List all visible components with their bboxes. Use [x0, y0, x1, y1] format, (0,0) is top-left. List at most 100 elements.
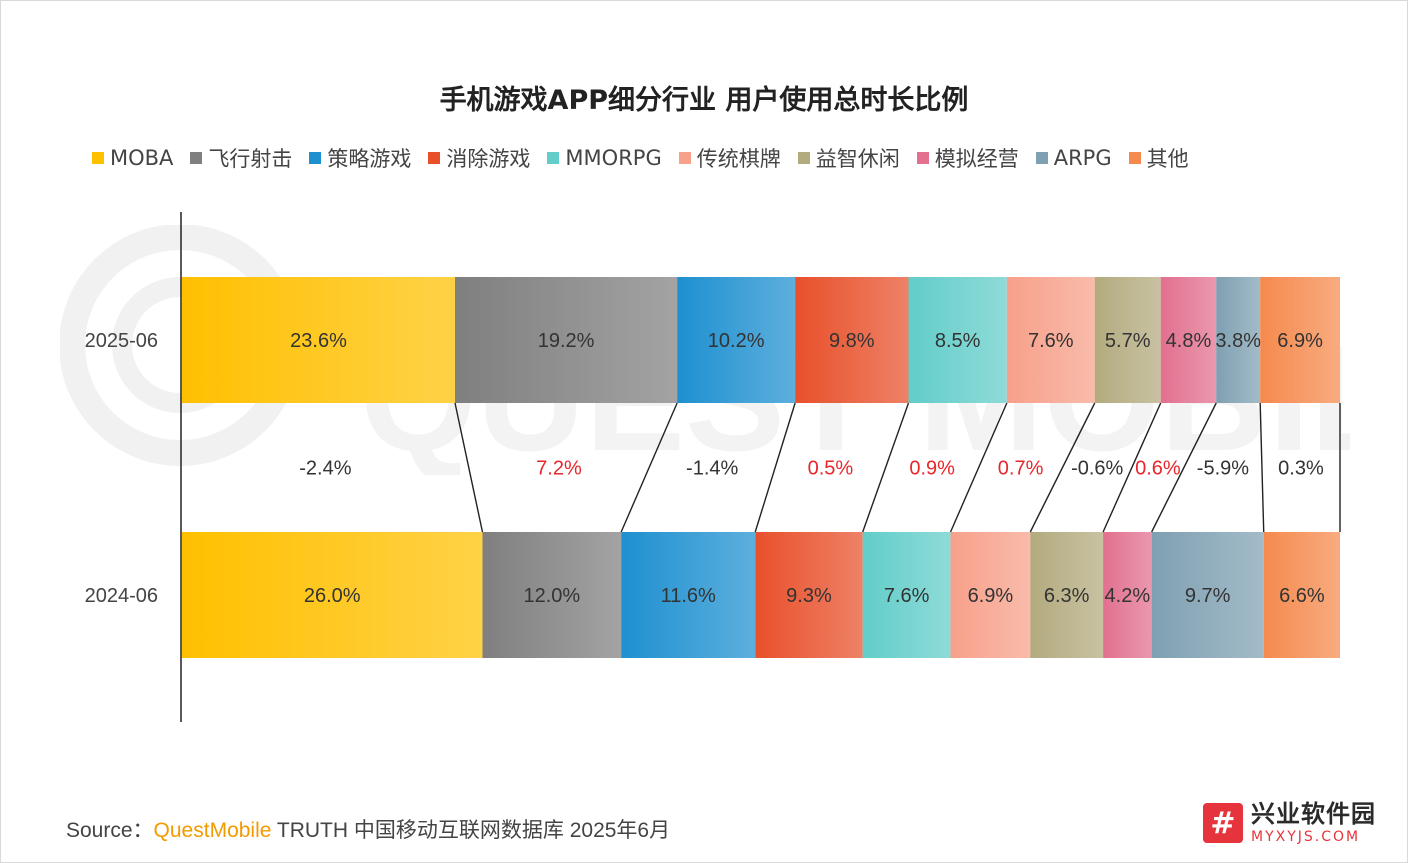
legend-swatch: [428, 152, 441, 164]
bar-segment: [1216, 277, 1261, 403]
legend-swatch: [190, 152, 203, 164]
category-label: 2025-06: [85, 330, 158, 352]
data-label: 26.0%: [304, 585, 361, 607]
change-label: -5.9%: [1197, 458, 1249, 480]
data-label: 9.7%: [1185, 585, 1231, 607]
data-label: 8.5%: [935, 330, 981, 352]
legend-label: 策略游戏: [327, 147, 412, 171]
legend-item: 飞行射击: [190, 143, 292, 173]
connector-line: [754, 402, 796, 533]
legend-label: 益智休闲: [815, 147, 900, 171]
change-label: 0.6%: [1135, 458, 1181, 480]
source-brand: QuestMobile: [153, 819, 272, 842]
change-label: -0.6%: [1071, 458, 1123, 480]
hash-icon: #: [1203, 803, 1243, 843]
legend-item: 消除游戏: [428, 143, 530, 173]
data-label: 6.9%: [968, 585, 1014, 607]
bar-segment: [862, 532, 951, 658]
source-prefix: Source：: [66, 819, 154, 842]
legend-label: 消除游戏: [446, 147, 531, 171]
bar-segment: [1094, 277, 1161, 403]
legend-label: MOBA: [110, 146, 174, 170]
data-label: 11.6%: [661, 585, 716, 607]
data-label: 19.2%: [538, 330, 595, 352]
connector-line: [1150, 402, 1217, 533]
legend-swatch: [1035, 152, 1048, 164]
bar-segment: [1260, 277, 1340, 403]
connector-line: [949, 402, 1008, 533]
logo-url: MYXYJS.COM: [1251, 829, 1361, 845]
data-label: 4.8%: [1166, 330, 1212, 352]
connector-line: [862, 402, 910, 533]
source-rest: TRUTH 中国移动互联网数据库 2025年6月: [271, 819, 671, 842]
site-logo: # 兴业软件园 MYXYJS.COM: [1203, 802, 1376, 844]
legend-label: 模拟经营: [934, 147, 1019, 171]
legend-label: 飞行射击: [208, 147, 293, 171]
bar-segment: [1103, 532, 1152, 658]
change-label: 0.9%: [909, 458, 955, 480]
change-label: -1.4%: [686, 458, 738, 480]
data-label: 5.7%: [1105, 330, 1151, 352]
data-label: 4.2%: [1105, 585, 1151, 607]
legend-swatch: [916, 152, 929, 164]
bar-segment: [908, 277, 1007, 403]
data-label: 9.8%: [829, 330, 875, 352]
legend-item: 其他: [1128, 143, 1189, 173]
connector-line: [1102, 402, 1162, 533]
data-label: 9.3%: [786, 585, 832, 607]
bar-segment: [1263, 532, 1340, 658]
logo-name: 兴业软件园: [1251, 800, 1376, 828]
data-label: 7.6%: [884, 585, 930, 607]
bar-segment: [1160, 277, 1217, 403]
legend-item: MOBA: [92, 146, 173, 170]
legend-item: 益智休闲: [797, 143, 900, 173]
legend-swatch: [797, 152, 810, 164]
bar-segment: [1151, 532, 1264, 658]
legend: MOBA 飞行射击 策略游戏 消除游戏 MMORPG 传统棋牌 益智休闲 模拟经营 ARPG 其他: [92, 144, 1206, 172]
legend-swatch: [92, 152, 104, 164]
connector-line: [454, 402, 484, 533]
bar-segment: [1030, 532, 1104, 658]
connector-line: [620, 402, 678, 533]
data-label: 6.6%: [1279, 585, 1325, 607]
bar-segment: [182, 532, 483, 658]
legend-label: MMORPG: [565, 146, 662, 170]
legend-swatch: [309, 152, 322, 164]
bar-segment: [482, 532, 622, 658]
bar-segment: [677, 277, 796, 403]
change-label: -2.4%: [299, 458, 351, 480]
change-label: 0.3%: [1278, 458, 1324, 480]
legend-swatch: [547, 152, 560, 164]
legend-swatch: [678, 152, 691, 164]
bar-segment: [455, 277, 678, 403]
change-label: 7.2%: [536, 458, 582, 480]
source-note: Source：QuestMobile TRUTH 中国移动互联网数据库 2025…: [66, 814, 670, 844]
bar-segment: [1006, 277, 1095, 403]
bar-segment: [795, 277, 909, 403]
data-label: 6.3%: [1044, 585, 1090, 607]
data-label: 6.9%: [1277, 330, 1323, 352]
connector-line: [1259, 402, 1265, 533]
legend-item: 传统棋牌: [678, 143, 781, 173]
chart-title: 手机游戏APP细分行业 用户使用总时长比例: [439, 85, 969, 116]
bar-segment: [950, 532, 1031, 658]
category-label: 2024-06: [85, 585, 158, 607]
bar-segment: [755, 532, 863, 658]
data-label: 12.0%: [523, 585, 580, 607]
legend-item: 策略游戏: [309, 143, 411, 173]
connector-line: [1029, 402, 1096, 533]
legend-label: ARPG: [1053, 146, 1112, 170]
data-label: 3.8%: [1215, 330, 1261, 352]
data-label: 23.6%: [290, 330, 347, 352]
legend-item: 模拟经营: [916, 143, 1019, 173]
change-label: 0.7%: [998, 458, 1044, 480]
data-label: 7.6%: [1028, 330, 1074, 352]
bar-segment: [621, 532, 756, 658]
legend-item: MMORPG: [547, 146, 662, 170]
legend-swatch: [1128, 152, 1141, 164]
change-label: 0.5%: [808, 458, 854, 480]
legend-label: 传统棋牌: [696, 147, 781, 171]
data-label: 10.2%: [708, 330, 765, 352]
bar-segment: [182, 277, 456, 403]
